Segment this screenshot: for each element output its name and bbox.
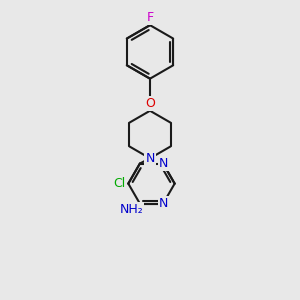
Text: O: O	[145, 98, 155, 110]
Text: NH₂: NH₂	[120, 202, 143, 215]
Text: F: F	[146, 11, 154, 24]
Text: N: N	[159, 157, 168, 170]
Text: N: N	[159, 197, 168, 210]
Text: Cl: Cl	[113, 177, 125, 190]
Text: N: N	[145, 152, 155, 165]
